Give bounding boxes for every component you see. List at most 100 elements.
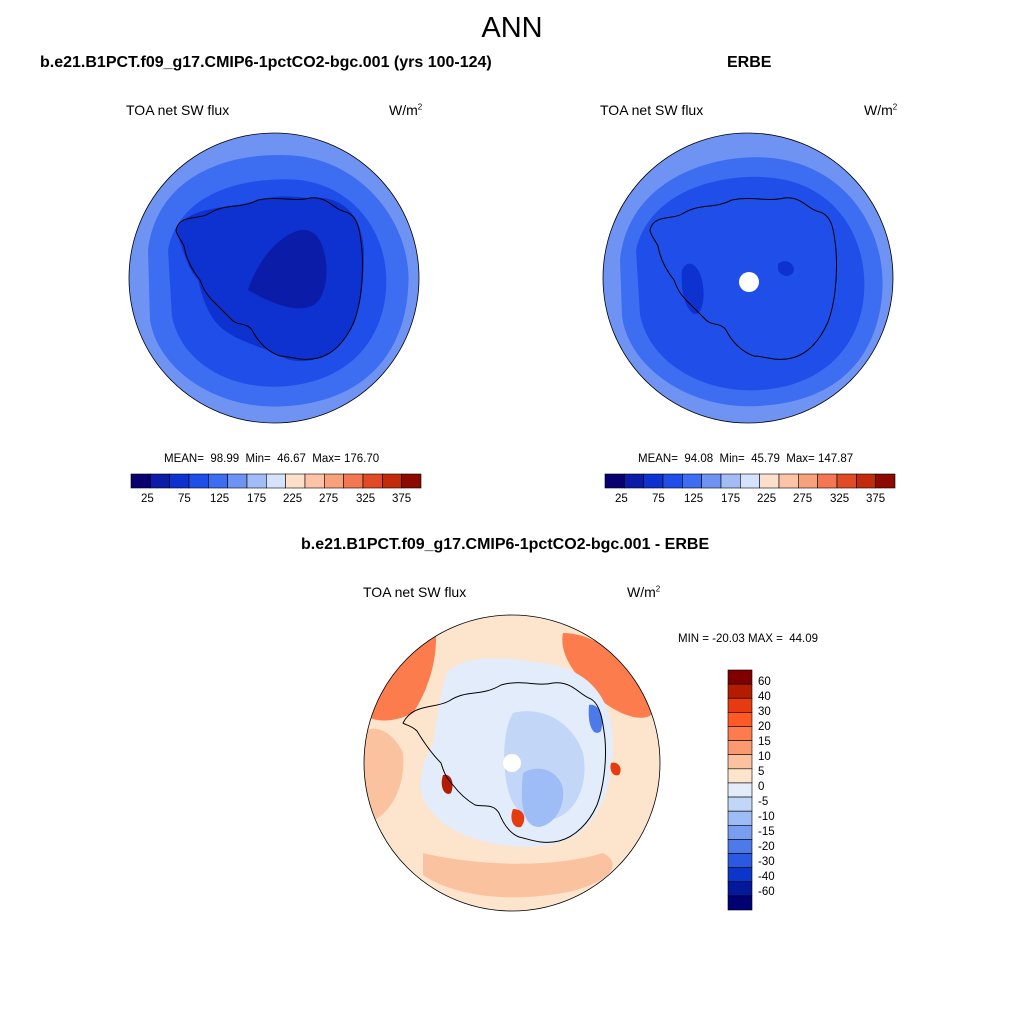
obs-level-4b	[778, 261, 794, 276]
colorbar-cell	[343, 473, 364, 489]
colorbar-cell	[324, 473, 344, 489]
diff-colorbar-label: -10	[758, 811, 775, 823]
obs-colorbar	[604, 473, 896, 489]
colorbar-cell	[169, 473, 190, 489]
diff-colorbar-cell	[727, 782, 753, 798]
colorbar-cell	[227, 473, 248, 489]
obs-panel-title: ERBE	[727, 54, 772, 71]
colorbar-cell	[604, 473, 625, 489]
cb-tick: 125	[684, 493, 704, 505]
cb-tick: 25	[141, 493, 154, 505]
model-variable-label: TOA net SW flux	[126, 102, 230, 118]
colorbar-cell	[759, 473, 780, 489]
diff-weak-positive-s	[423, 853, 613, 898]
colorbar-cell	[662, 473, 683, 489]
cb-tick: 375	[392, 493, 412, 505]
colorbar-cell	[208, 473, 228, 489]
model-panel-title: b.e21.B1PCT.f09_g17.CMIP6-1pctCO2-bgc.00…	[40, 54, 492, 71]
colorbar-cell	[266, 473, 286, 489]
model-map-border	[128, 132, 420, 424]
model-colorbar	[130, 473, 422, 489]
diff-colorbar-label: 60	[758, 676, 771, 688]
diff-weak-positive-w	[364, 728, 404, 823]
cb-tick: 75	[178, 493, 191, 505]
diff-colorbar-cell	[727, 712, 753, 727]
diff-colorbar-label: -20	[758, 841, 775, 853]
obs-missing-pole	[739, 272, 759, 292]
colorbar-cell	[624, 473, 644, 489]
diff-colorbar-cell	[727, 839, 753, 854]
colorbar-cell	[130, 473, 151, 489]
obs-map	[602, 132, 894, 424]
colorbar-cell	[285, 473, 306, 489]
diff-colorbar-label: -60	[758, 886, 775, 898]
diff-colorbar-cell	[727, 853, 753, 868]
model-antarctica-outline	[175, 197, 363, 360]
colorbar-cell	[875, 473, 896, 489]
diff-colorbar-cell	[727, 683, 753, 699]
cb-tick: 225	[757, 493, 777, 505]
diff-colorbar-cell	[727, 881, 753, 897]
colorbar-cell	[778, 473, 799, 489]
diff-colorbar-label: 10	[758, 751, 771, 763]
obs-stats: MEAN= 94.08 Min= 45.79 Max= 147.87	[638, 453, 854, 465]
diff-colorbar-cell	[727, 768, 753, 784]
diff-negative-inner	[521, 768, 564, 827]
diff-colorbar-label: 15	[758, 736, 771, 748]
diff-colorbar-label: 20	[758, 721, 771, 733]
colorbar-cell	[856, 473, 876, 489]
obs-antarctica-outline	[649, 197, 837, 360]
colorbar-cell	[150, 473, 170, 489]
diff-colorbar-cell	[727, 754, 753, 770]
diff-antarctica-outline	[402, 682, 606, 843]
diff-colorbar-cell	[727, 740, 753, 756]
colorbar-cell	[382, 473, 402, 489]
diff-colorbar-cell	[727, 669, 753, 685]
diff-map-border	[363, 614, 661, 912]
diff-colorbar-cell	[727, 796, 753, 812]
cb-tick: 175	[247, 493, 267, 505]
colorbar-cell	[740, 473, 760, 489]
diff-colorbar-label: -40	[758, 871, 775, 883]
cb-tick: 75	[652, 493, 665, 505]
figure-title: ANN	[481, 12, 543, 44]
diff-panel-title: b.e21.B1PCT.f09_g17.CMIP6-1pctCO2-bgc.00…	[301, 536, 710, 553]
diff-colorbar-cell	[727, 824, 753, 840]
colorbar-cell	[188, 473, 209, 489]
cb-tick: 225	[283, 493, 303, 505]
model-map	[128, 132, 420, 424]
obs-units-label: W/m2	[864, 102, 898, 118]
colorbar-cell	[643, 473, 664, 489]
diff-colorbar-label: 30	[758, 706, 771, 718]
diff-colorbar-cell	[727, 867, 753, 883]
diff-missing-pole	[503, 754, 521, 772]
colorbar-cell	[362, 473, 383, 489]
obs-colorbar-labels: 25 75 125 175 225 275 325 375	[604, 493, 896, 509]
colorbar-cell	[246, 473, 267, 489]
colorbar-cell	[701, 473, 722, 489]
obs-map-border	[602, 132, 894, 424]
cb-tick: 275	[793, 493, 813, 505]
model-units-label: W/m2	[389, 102, 423, 118]
diff-colorbar-cell	[727, 726, 753, 741]
diff-colorbar-label: -30	[758, 856, 775, 868]
colorbar-cell	[682, 473, 702, 489]
diff-colorbar-label: 0	[758, 781, 765, 793]
colorbar-cell	[798, 473, 818, 489]
diff-units-label: W/m2	[627, 584, 661, 600]
diff-map	[363, 614, 661, 912]
diff-strong-positive-e	[610, 762, 621, 776]
cb-tick: 325	[830, 493, 850, 505]
diff-strong-positive-w	[441, 774, 453, 794]
diff-colorbar-cell	[727, 697, 753, 713]
diff-colorbar-labels: 60 40 30 20 15 10 5 0 -5 -10 -15 -20 -30 -40 -60	[758, 676, 798, 908]
colorbar-cell	[401, 473, 422, 489]
cb-tick: 25	[615, 493, 628, 505]
diff-colorbar-label: 40	[758, 691, 771, 703]
diff-stats: MIN = -20.03 MAX = 44.09	[678, 633, 818, 645]
diff-strong-positive-s	[511, 809, 525, 828]
cb-tick: 325	[356, 493, 376, 505]
model-level-5	[248, 229, 327, 309]
cb-tick: 275	[319, 493, 339, 505]
diff-colorbar	[727, 669, 753, 911]
